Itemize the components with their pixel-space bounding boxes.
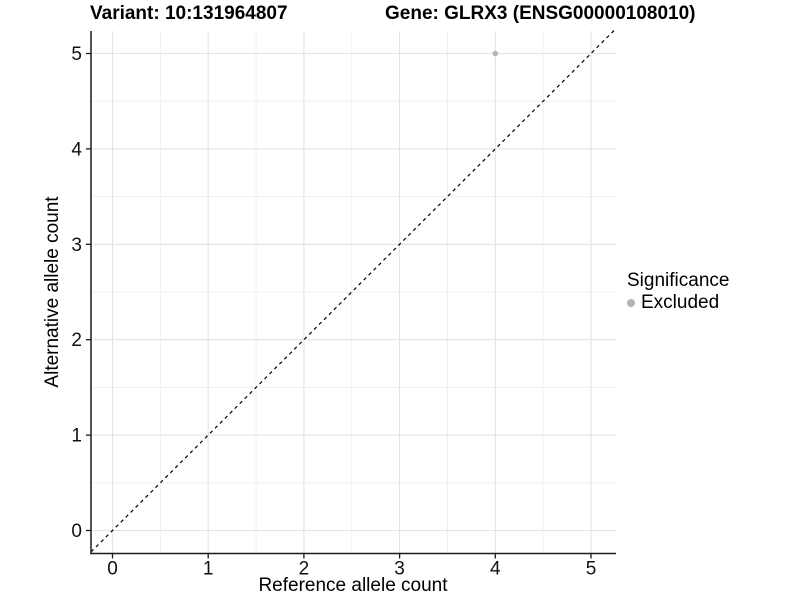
legend-title: Significance [627,270,730,291]
x-tick-label: 2 [299,559,310,580]
x-tick-label: 5 [586,559,597,580]
data-point [492,50,499,57]
identity-line [90,28,617,553]
legend-item-excluded: Excluded [627,292,729,313]
y-axis-title: Alternative allele count [42,196,63,388]
y-tick-label: 2 [71,330,82,351]
legend: Significance Excluded [627,270,730,313]
x-tick-label: 4 [490,559,501,580]
x-tick-label: 3 [394,559,405,580]
y-tick-label: 0 [71,521,82,542]
y-tick-label: 5 [71,44,82,65]
x-tick-label: 1 [203,559,214,580]
y-tick-label: 3 [71,235,82,256]
x-tick-label: 0 [107,559,118,580]
excluded-point-icon [627,298,635,307]
gene-title: Gene: GLRX3 (ENSG00000108010) [385,3,696,24]
legend-item-label: Excluded [641,292,720,313]
x-axis-title: Reference allele count [258,575,448,596]
y-tick-label: 1 [71,426,82,447]
variant-title: Variant: 10:131964807 [90,3,288,24]
y-tick-label: 4 [71,139,82,160]
